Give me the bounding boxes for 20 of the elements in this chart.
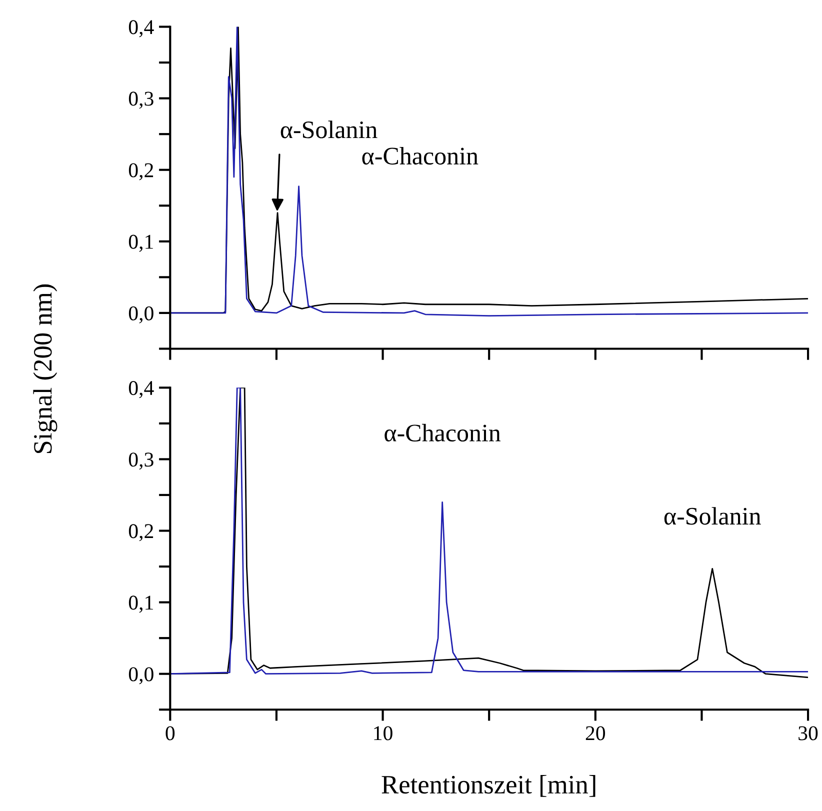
annotation: α-Chaconin: [384, 424, 501, 442]
x-tick-label: 20: [586, 726, 606, 740]
y-tick-label: 0,2: [128, 163, 154, 180]
annotation: α-Chaconin: [362, 146, 478, 165]
y-tick-label: 0,1: [128, 596, 153, 613]
annotation: α-Solanin: [664, 507, 761, 525]
x-tick-label: 0: [166, 726, 175, 740]
y-tick-label: 0,3: [128, 92, 154, 109]
annotation: α-Solanin: [280, 120, 378, 138]
y-tick-label: 0,0: [128, 306, 154, 324]
x-axis-title: Retentionszeit [min]: [382, 775, 596, 797]
y-axis-title: Signal (200 nm): [33, 284, 58, 453]
x-tick-label: 10: [374, 726, 392, 740]
y-tick-label: 0,2: [128, 524, 154, 542]
y-tick-label: 0,1: [128, 234, 153, 252]
x-tick-label: 30: [798, 726, 818, 740]
y-tick-label: 0,0: [128, 667, 154, 684]
y-tick-label: 0,3: [128, 452, 154, 470]
y-tick-label: 0,4: [128, 20, 154, 38]
y-tick-label: 0,4: [128, 381, 154, 398]
